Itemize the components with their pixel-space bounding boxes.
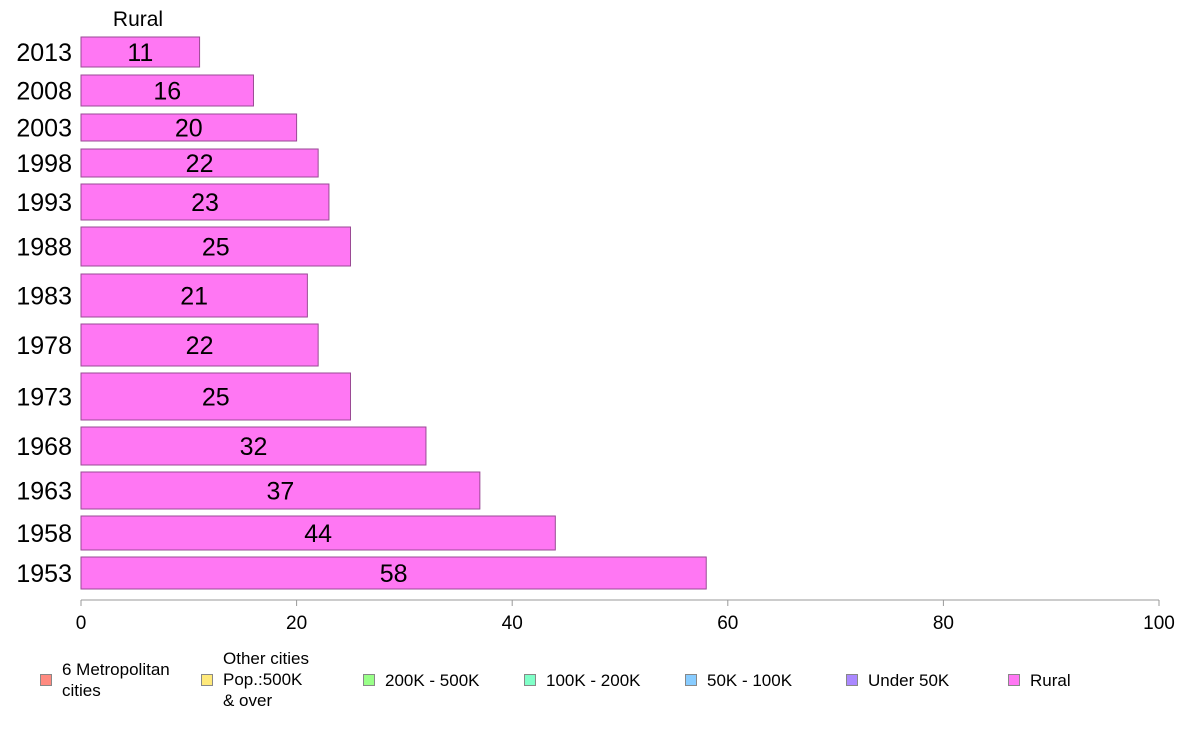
bar-1958 <box>80 515 556 551</box>
bar-1978 <box>80 323 319 367</box>
bar-value-label: 25 <box>202 384 230 412</box>
y-tick-label: 2013 <box>16 39 72 67</box>
legend-swatch <box>1008 674 1020 686</box>
legend-swatch <box>524 674 536 686</box>
bar-value-label: 25 <box>202 234 230 262</box>
bar-value-label: 20 <box>175 115 203 143</box>
legend-swatch <box>685 674 697 686</box>
bar-value-label: 37 <box>267 478 295 506</box>
y-tick-label: 1968 <box>16 433 72 461</box>
bar-2003 <box>80 113 298 142</box>
legend-item: Rural <box>1008 648 1071 691</box>
y-tick-label: 1958 <box>16 520 72 548</box>
bar-value-label: 22 <box>186 150 214 178</box>
bar-value-label: 23 <box>191 189 219 217</box>
x-tick-label: 80 <box>933 613 954 634</box>
legend-label: 100K - 200K <box>546 671 641 690</box>
legend-label: 6 Metropolitan cities <box>62 660 170 700</box>
y-tick-label: 1973 <box>16 384 72 412</box>
y-tick-label: 1963 <box>16 478 72 506</box>
legend-item: 6 Metropolitan cities <box>40 648 170 701</box>
bar-1998 <box>80 148 319 178</box>
bar-1993 <box>80 183 330 221</box>
legend-item: Other cities Pop.:500K & over <box>201 648 309 711</box>
legend-swatch <box>363 674 375 686</box>
x-tick-label: 60 <box>717 613 738 634</box>
bar-1973 <box>80 372 351 421</box>
legend-item: 200K - 500K <box>363 648 480 691</box>
x-tick-label: 20 <box>286 613 307 634</box>
legend-swatch <box>201 674 213 686</box>
legend-swatch <box>40 674 52 686</box>
y-tick-label: 1983 <box>16 283 72 311</box>
legend-label: Under 50K <box>868 671 950 690</box>
y-tick-label: 1978 <box>16 332 72 360</box>
legend-label: Rural <box>1030 671 1071 690</box>
y-axis-labels: 2013 2008 2003 1998 1993 1988 1983 1978 1973 1968… <box>16 39 72 588</box>
bar-1983 <box>80 273 308 318</box>
bar-value-label: 32 <box>240 433 268 461</box>
legend-label: 50K - 100K <box>707 671 793 690</box>
bar-value-label: 21 <box>180 283 208 311</box>
legend-label: 200K - 500K <box>385 671 480 690</box>
bar-1953 <box>80 556 707 590</box>
bar-value-label: 22 <box>186 332 214 360</box>
bar-2013 <box>80 36 201 68</box>
legend-item: 50K - 100K <box>685 648 792 691</box>
y-tick-label: 2008 <box>16 78 72 106</box>
y-tick-label: 1953 <box>16 560 72 588</box>
y-tick-label: 2003 <box>16 115 72 143</box>
bar-value-label: 16 <box>153 78 181 106</box>
x-tick-label: 100 <box>1143 613 1175 634</box>
legend-label: Other cities Pop.:500K & over <box>223 649 309 710</box>
legend: 6 Metropolitan cities Other cities Pop.:5… <box>0 648 1188 728</box>
bar-value-label: 44 <box>304 520 332 548</box>
x-axis: 0 20 40 60 80 100 <box>76 599 1175 634</box>
legend-swatch <box>846 674 858 686</box>
y-tick-label: 1993 <box>16 189 72 217</box>
legend-item: 100K - 200K <box>524 648 641 691</box>
bar-1968 <box>80 426 427 466</box>
bar-value-label: 11 <box>127 39 153 67</box>
x-tick-label: 40 <box>502 613 523 634</box>
y-tick-label: 1998 <box>16 150 72 178</box>
y-tick-label: 1988 <box>16 234 72 262</box>
bar-2008 <box>80 74 254 107</box>
legend-item: Under 50K <box>846 648 949 691</box>
x-tick-label: 0 <box>76 613 87 634</box>
bar-value-label: 58 <box>380 560 408 588</box>
bar-1963 <box>80 471 481 510</box>
panel-title: Rural <box>113 8 163 31</box>
bar-1988 <box>80 226 351 267</box>
